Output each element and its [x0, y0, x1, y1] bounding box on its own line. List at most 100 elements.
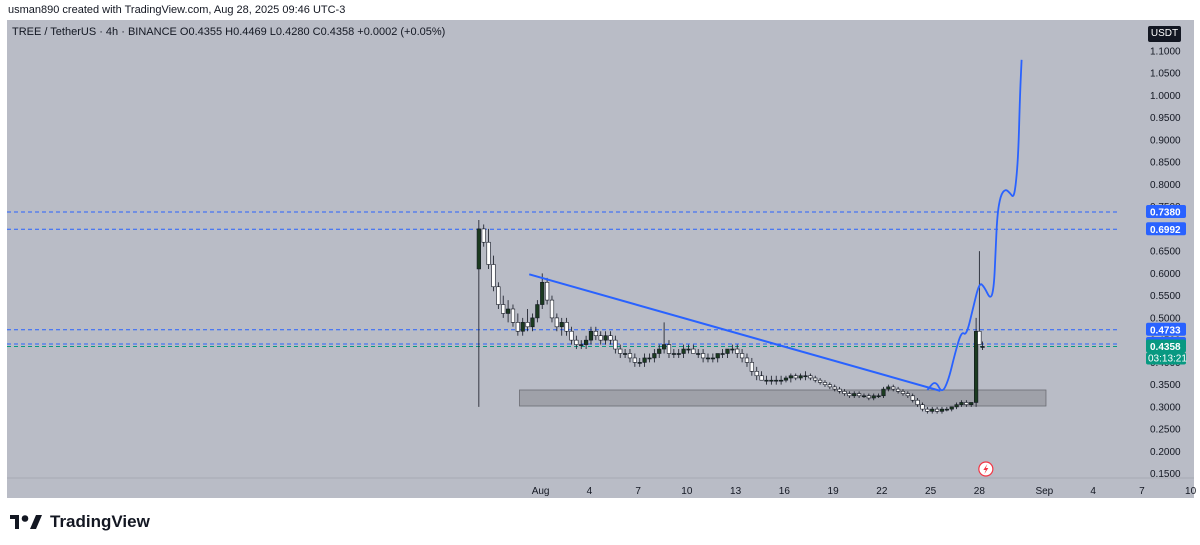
candle — [973, 330, 979, 403]
y-axis-tick-label: 0.9000 — [1150, 135, 1181, 146]
symbol-legend: TREE / TetherUS · 4h · BINANCE O0.4355 H… — [12, 26, 446, 38]
candle — [730, 348, 735, 351]
y-axis-tick-label: 1.0500 — [1150, 69, 1181, 80]
candle — [852, 393, 857, 397]
x-axis-tick-label: 13 — [730, 486, 742, 497]
candle — [574, 339, 579, 345]
candle — [691, 348, 696, 354]
candle — [647, 357, 652, 360]
candle — [481, 228, 486, 243]
candle — [856, 393, 862, 397]
y-axis-tick-label: 0.2500 — [1150, 425, 1181, 436]
candle — [593, 330, 598, 336]
candle — [530, 317, 535, 328]
candle — [837, 388, 842, 392]
candle — [920, 404, 925, 410]
candle — [715, 353, 720, 359]
candle — [876, 395, 881, 398]
candle — [720, 353, 725, 355]
candle — [749, 362, 754, 372]
candle — [939, 408, 945, 412]
candle — [613, 339, 618, 350]
candle — [661, 344, 667, 350]
candle — [910, 395, 915, 401]
candle — [980, 346, 985, 348]
candle — [686, 348, 691, 351]
descending-trendline[interactable] — [528, 273, 941, 392]
currency-button[interactable]: USDT — [1148, 26, 1181, 42]
tradingview-branding[interactable]: TradingView — [10, 512, 150, 532]
candle — [735, 348, 740, 354]
candle — [520, 322, 525, 332]
candle — [739, 353, 745, 359]
candle — [788, 375, 793, 379]
candle — [808, 375, 813, 379]
y-axis-tick-label: 0.3000 — [1150, 402, 1181, 413]
level-price-label: 0.7380 — [1150, 207, 1181, 218]
candle — [657, 348, 662, 354]
y-axis-tick-label: 0.1500 — [1150, 469, 1181, 480]
candle — [832, 386, 837, 390]
y-axis-tick-label: 0.8500 — [1150, 158, 1181, 169]
x-axis-tick-label: Sep — [1035, 486, 1053, 497]
candle — [554, 317, 559, 328]
candle — [895, 388, 901, 392]
y-axis-tick-label: 0.8000 — [1150, 180, 1181, 191]
candle — [579, 344, 584, 346]
x-axis-tick-label: 25 — [925, 486, 937, 497]
y-axis-tick-label: 1.0000 — [1150, 91, 1181, 102]
candle — [798, 375, 803, 379]
candle — [603, 335, 608, 341]
level-price-label-bg — [1146, 204, 1186, 218]
candle — [905, 393, 910, 397]
x-axis-tick-label: 7 — [1139, 486, 1145, 497]
projection-path[interactable] — [926, 59, 1023, 392]
candle — [618, 348, 623, 354]
candle — [676, 353, 681, 355]
candle — [925, 408, 930, 412]
candle — [969, 402, 974, 405]
candle — [486, 241, 491, 265]
candle — [476, 228, 481, 270]
x-axis-tick-label: 19 — [828, 486, 840, 497]
candle — [559, 322, 564, 328]
lightning-glyph-icon — [983, 464, 989, 474]
candle — [710, 357, 715, 360]
candle — [544, 281, 550, 301]
candle — [934, 408, 940, 412]
candle — [827, 384, 832, 388]
candle — [515, 322, 520, 332]
attribution-text: usman890 created with TradingView.com, A… — [8, 4, 346, 16]
candle — [769, 379, 774, 382]
candle — [977, 330, 982, 345]
candle — [964, 402, 969, 405]
candle — [549, 299, 555, 319]
x-axis-tick-label: 4 — [1090, 486, 1096, 497]
chart-pane[interactable] — [7, 20, 1194, 498]
candle — [496, 286, 501, 305]
candle — [642, 357, 647, 363]
x-axis-tick-label: 7 — [635, 486, 641, 497]
x-axis-tick-label: 10 — [681, 486, 693, 497]
candle — [583, 339, 589, 345]
candle — [915, 399, 920, 405]
candle — [866, 395, 871, 399]
candle — [598, 335, 603, 341]
support-zone-box[interactable] — [519, 389, 1047, 407]
candle — [822, 382, 828, 385]
x-axis-tick-label: 10 — [1185, 486, 1197, 497]
level-price-label: 0.4358 — [1150, 342, 1181, 353]
candle — [491, 264, 496, 288]
tradingview-logo-icon — [10, 515, 42, 529]
candle — [588, 330, 594, 341]
candle — [817, 379, 823, 383]
y-axis-tick-label: 0.5500 — [1150, 291, 1181, 302]
candle — [954, 404, 959, 408]
candle — [881, 388, 886, 397]
candle — [501, 304, 506, 314]
candle — [764, 379, 769, 382]
candle — [842, 391, 847, 394]
candle — [725, 348, 730, 354]
candle — [505, 308, 511, 314]
